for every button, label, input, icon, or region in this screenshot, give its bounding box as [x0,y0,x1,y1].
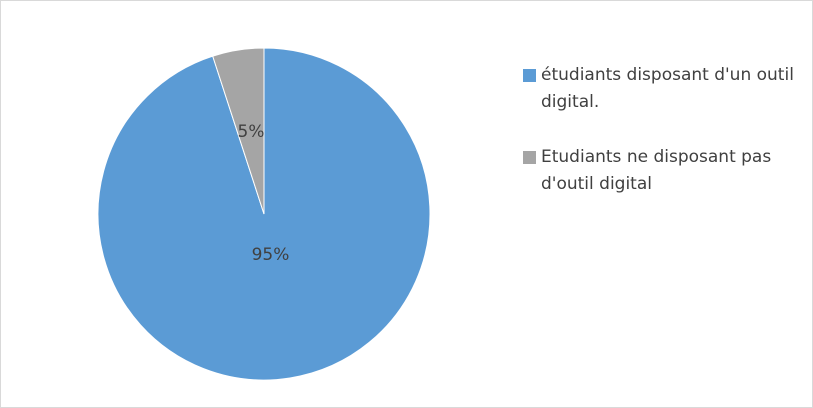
data-label: 5% [238,122,265,142]
legend-item: étudiants disposant d'un outil digital. [523,62,808,116]
legend-label: étudiants disposant d'un outil digital. [541,65,794,112]
legend: étudiants disposant d'un outil digital. E… [523,62,808,226]
legend-swatch [523,69,536,82]
pie-slice [212,47,265,215]
data-label: 95% [252,245,290,265]
legend-item: Etudiants ne disposant pas d'outil digit… [523,144,808,198]
legend-swatch [523,151,536,164]
legend-label: Etudiants ne disposant pas d'outil digit… [541,147,772,194]
